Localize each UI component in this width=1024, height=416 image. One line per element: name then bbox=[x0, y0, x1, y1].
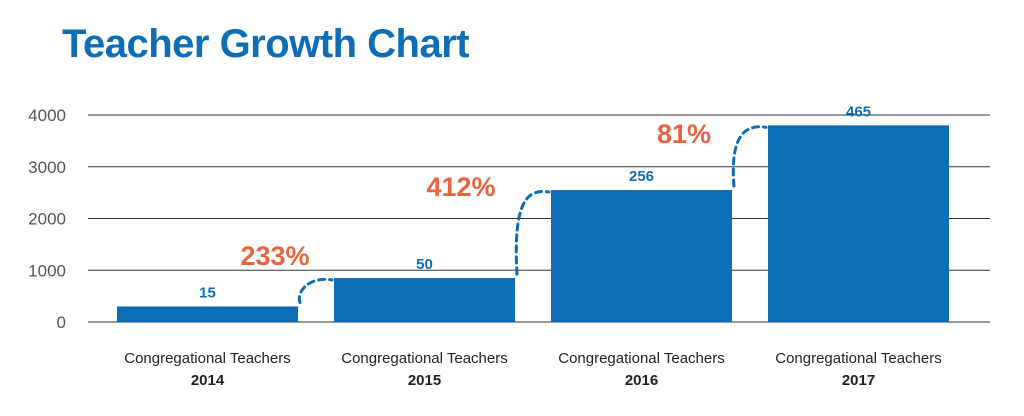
growth-labels: 233% 412% 81% bbox=[240, 119, 711, 271]
data-labels: 15 50 256 465 bbox=[199, 103, 871, 301]
x-category-label: Congregational Teachers bbox=[558, 350, 725, 367]
bar bbox=[334, 278, 515, 322]
x-axis-labels: Congregational Teachers 2014 Congregationa… bbox=[124, 350, 942, 389]
x-category-year: 2014 bbox=[191, 372, 225, 389]
x-category-label: Congregational Teachers bbox=[124, 350, 291, 367]
growth-connector bbox=[297, 277, 334, 304]
y-tick-label: 0 bbox=[57, 313, 66, 332]
y-tick-label: 4000 bbox=[28, 106, 66, 125]
data-label: 50 bbox=[416, 256, 433, 273]
bar bbox=[551, 190, 732, 322]
y-tick-label: 1000 bbox=[28, 261, 66, 280]
y-axis-tick-labels: 0 1000 2000 3000 4000 bbox=[28, 106, 66, 332]
y-tick-label: 2000 bbox=[28, 210, 66, 229]
bars bbox=[117, 125, 949, 322]
x-category-label: Congregational Teachers bbox=[775, 350, 942, 367]
x-category-year: 2017 bbox=[842, 372, 875, 389]
y-tick-label: 3000 bbox=[28, 158, 66, 177]
chart-title: Teacher Growth Chart bbox=[62, 22, 470, 66]
x-category-year: 2015 bbox=[408, 372, 441, 389]
x-category-label: Congregational Teachers bbox=[341, 350, 508, 367]
growth-label: 233% bbox=[240, 241, 309, 271]
data-label: 465 bbox=[846, 103, 871, 120]
growth-connectors bbox=[297, 125, 768, 304]
growth-label: 412% bbox=[426, 172, 495, 202]
growth-connector bbox=[731, 125, 768, 188]
data-label: 15 bbox=[199, 284, 216, 301]
x-category-year: 2016 bbox=[625, 372, 658, 389]
bar bbox=[768, 125, 949, 322]
data-label: 256 bbox=[629, 168, 654, 185]
bar bbox=[117, 306, 298, 322]
growth-label: 81% bbox=[657, 119, 711, 149]
growth-connector bbox=[514, 189, 551, 276]
